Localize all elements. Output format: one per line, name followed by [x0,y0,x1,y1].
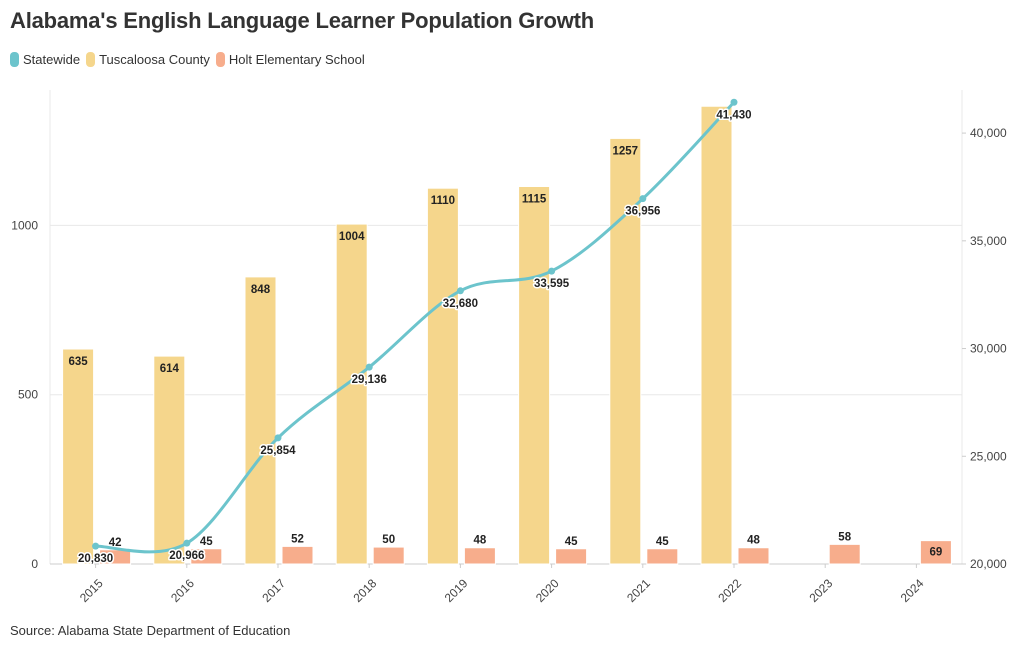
bar-holt-elementary [555,548,588,565]
x-tick-label: 2016 [168,576,197,605]
data-label-statewide: 25,854 [260,445,296,457]
legend-label-county: Tuscaloosa County [99,52,210,67]
line-statewide [94,100,736,554]
bar-tuscaloosa-county [153,355,186,565]
bar-holt-elementary [463,547,496,565]
bar-tuscaloosa-county [609,137,642,565]
x-tick-label: 2024 [898,576,927,605]
bar-holt-elementary [190,548,223,565]
point-statewide [456,287,464,295]
x-tick-label: 2017 [259,576,288,605]
chart-title: Alabama's English Language Learner Popul… [10,8,595,33]
bar-holt-elementary [919,540,952,565]
point-statewide [730,98,738,106]
data-label-statewide: 29,136 [352,374,387,386]
data-label-tuscaloosa-county: 1110 [431,195,455,207]
bar-tuscaloosa-county [426,187,459,565]
bar-holt-elementary [646,548,679,565]
data-label-holt-elementary: 58 [838,531,851,543]
bar-tuscaloosa-county [700,105,733,565]
y-right-tick-label: 25,000 [970,449,1007,463]
x-tick-label: 2023 [807,576,836,605]
data-label-statewide: 20,966 [169,550,204,562]
data-label-statewide: 20,830 [78,553,113,565]
data-label-tuscaloosa-county: 1004 [339,231,365,243]
legend-swatch-school [215,52,225,67]
point-statewide [183,539,191,547]
point-statewide [92,542,100,550]
data-label-holt-elementary: 52 [291,533,304,545]
y-right-tick-label: 35,000 [970,234,1007,248]
point-statewide [548,267,556,275]
data-label-statewide: 32,680 [443,298,478,310]
x-tick-label: 2020 [533,576,562,605]
data-label-holt-elementary: 48 [747,535,760,547]
x-tick-label: 2021 [624,576,653,605]
data-label-statewide: 33,595 [534,278,570,290]
data-label-tuscaloosa-county: 1257 [613,145,639,157]
data-label-holt-elementary: 69 [930,547,943,559]
data-label-tuscaloosa-county: 614 [160,363,180,375]
y-left-tick-label: 500 [18,388,38,402]
data-label-holt-elementary: 45 [565,536,578,548]
y-left-tick-label: 0 [31,557,38,571]
bar-holt-elementary [737,547,770,565]
legend-label-statewide: Statewide [23,52,81,67]
y-right-tick-label: 20,000 [970,557,1007,571]
x-tick-label: 2022 [715,576,744,605]
legend-label-school: Holt Elementary School [228,52,365,67]
legend-swatch-county [86,52,96,67]
data-label-holt-elementary: 48 [474,535,487,547]
bar-tuscaloosa-county [244,276,277,565]
point-statewide [274,434,282,442]
legend-item-statewide[interactable]: Statewide [10,52,80,67]
bar-holt-elementary [372,546,405,565]
bar-tuscaloosa-county [518,185,551,565]
data-label-tuscaloosa-county: 635 [69,356,89,368]
x-tick-label: 2018 [351,576,380,605]
y-right-tick-label: 40,000 [970,126,1007,140]
point-statewide [639,195,647,203]
data-label-statewide: 36,956 [625,206,660,218]
legend-swatch-statewide [10,52,19,67]
y-right-tick-label: 30,000 [970,342,1007,356]
bar-holt-elementary [281,545,314,565]
bar-holt-elementary [828,543,861,565]
data-label-holt-elementary: 45 [656,536,669,548]
chart-legend: Statewide Tuscaloosa County Holt Element… [10,52,371,67]
point-statewide [365,363,373,371]
bar-tuscaloosa-county [62,348,95,565]
data-label-holt-elementary: 42 [109,537,122,549]
y-left-tick-label: 1000 [11,218,38,232]
data-label-holt-elementary: 50 [382,534,395,546]
legend-item-school[interactable]: Holt Elementary School [215,52,365,67]
data-label-holt-elementary: 45 [200,536,213,548]
bar-tuscaloosa-county [335,223,368,565]
data-label-statewide: 41,430 [716,109,751,121]
source-note: Source: Alabama State Department of Educ… [10,623,291,638]
legend-item-county[interactable]: Tuscaloosa County [86,52,210,67]
data-label-tuscaloosa-county: 848 [251,284,271,296]
data-label-tuscaloosa-county: 1115 [522,193,547,205]
x-tick-label: 2019 [442,576,471,605]
x-tick-label: 2015 [77,576,106,605]
